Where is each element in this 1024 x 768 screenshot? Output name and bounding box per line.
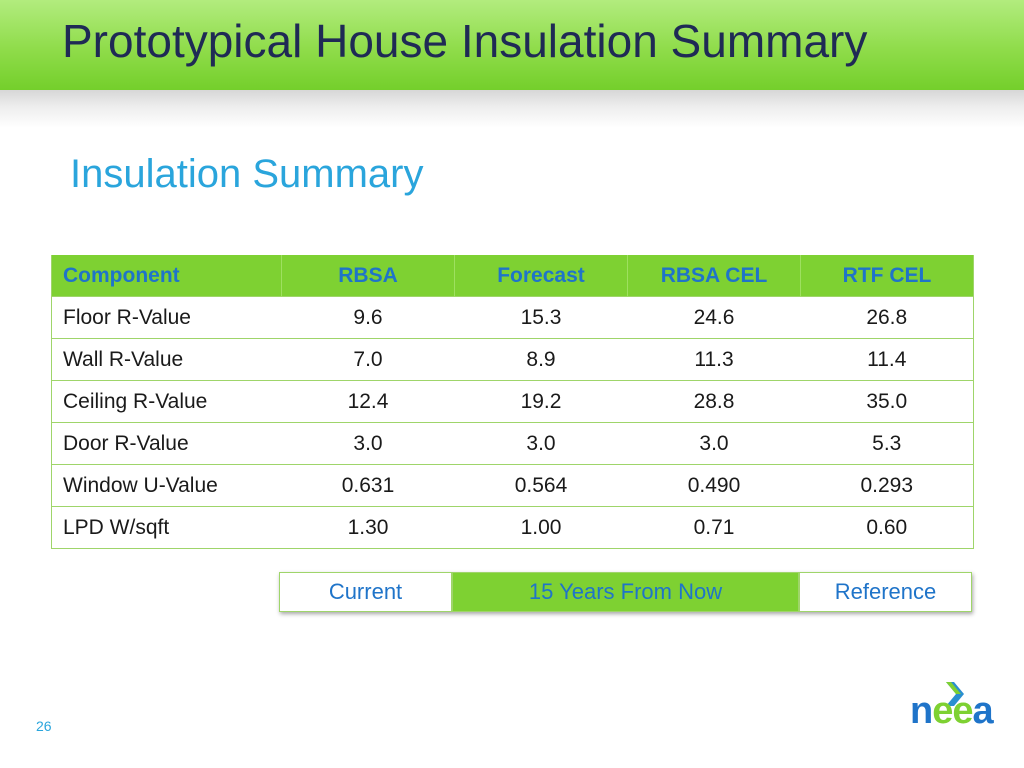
logo-letter-a: a [972,690,994,732]
table-header-row: Component RBSA Forecast RBSA CEL RTF CEL [51,255,974,297]
page-number: 26 [36,718,52,734]
cell-rbsa-cel: 11.3 [627,338,801,381]
cell-rbsa: 3.0 [281,422,455,465]
cell-forecast: 19.2 [454,380,628,423]
logo-wordmark: neea [910,690,994,733]
cell-forecast: 15.3 [454,296,628,339]
row-label: Window U-Value [51,464,282,507]
logo-letters-ee: ee [932,690,973,732]
cell-rtf-cel: 0.60 [800,506,974,549]
cell-rbsa-cel: 3.0 [627,422,801,465]
cell-rbsa-cel: 0.490 [627,464,801,507]
row-label: Wall R-Value [51,338,282,381]
cell-rbsa: 12.4 [281,380,455,423]
slide-title: Prototypical House Insulation Summary [62,15,868,67]
legend-reference: Reference [799,572,972,612]
row-label: Door R-Value [51,422,282,465]
cell-forecast: 8.9 [454,338,628,381]
table-row: Ceiling R-Value 12.4 19.2 28.8 35.0 [51,380,974,423]
cell-forecast: 3.0 [454,422,628,465]
scenario-legend: Current 15 Years From Now Reference [279,572,972,612]
insulation-summary-table: Component RBSA Forecast RBSA CEL RTF CEL… [51,255,974,549]
cell-rbsa: 9.6 [281,296,455,339]
table-row: Wall R-Value 7.0 8.9 11.3 11.4 [51,338,974,381]
title-bar-shadow [0,90,1024,128]
header-rbsa: RBSA [281,255,455,297]
header-rbsa-cel: RBSA CEL [627,255,801,297]
table-row: Door R-Value 3.0 3.0 3.0 5.3 [51,422,974,465]
legend-15-years-from-now: 15 Years From Now [452,572,799,612]
cell-rbsa: 0.631 [281,464,455,507]
cell-forecast: 1.00 [454,506,628,549]
row-label: Floor R-Value [51,296,282,339]
cell-rtf-cel: 35.0 [800,380,974,423]
cell-rtf-cel: 5.3 [800,422,974,465]
legend-current: Current [279,572,452,612]
cell-rbsa: 7.0 [281,338,455,381]
header-component: Component [51,255,282,297]
cell-rbsa-cel: 28.8 [627,380,801,423]
slide-subtitle: Insulation Summary [70,152,424,196]
neea-logo: neea [910,680,994,740]
chevron-arrow-icon [946,682,964,706]
cell-rtf-cel: 0.293 [800,464,974,507]
logo-letter-n: n [910,690,933,732]
cell-forecast: 0.564 [454,464,628,507]
title-bar: Prototypical House Insulation Summary [0,0,1024,90]
header-rtf-cel: RTF CEL [800,255,974,297]
table-row: Floor R-Value 9.6 15.3 24.6 26.8 [51,296,974,339]
cell-rtf-cel: 26.8 [800,296,974,339]
table-row: Window U-Value 0.631 0.564 0.490 0.293 [51,464,974,507]
table-row: LPD W/sqft 1.30 1.00 0.71 0.60 [51,506,974,549]
row-label: Ceiling R-Value [51,380,282,423]
cell-rbsa: 1.30 [281,506,455,549]
header-forecast: Forecast [454,255,628,297]
cell-rbsa-cel: 24.6 [627,296,801,339]
row-label: LPD W/sqft [51,506,282,549]
cell-rtf-cel: 11.4 [800,338,974,381]
cell-rbsa-cel: 0.71 [627,506,801,549]
